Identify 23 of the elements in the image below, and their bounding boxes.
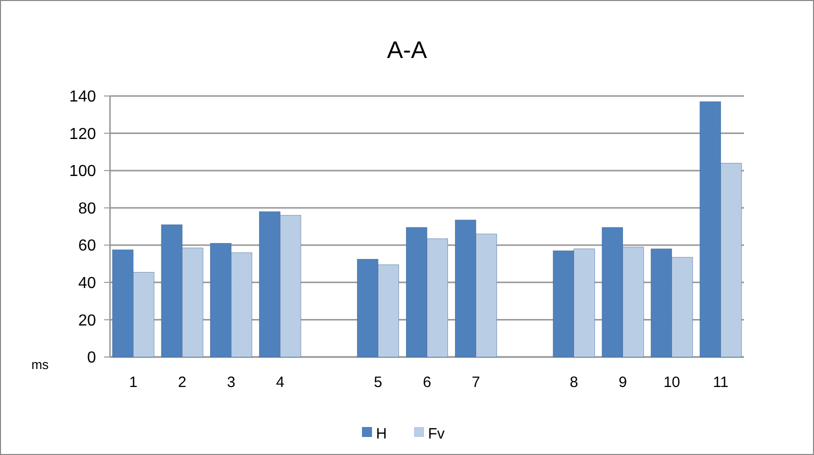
y-tick-label: 140 <box>69 88 96 106</box>
legend-label: H <box>376 425 387 442</box>
x-tick-label: 11 <box>712 374 729 391</box>
y-tick-label: 40 <box>78 275 96 292</box>
x-tick-label: 2 <box>178 374 186 391</box>
x-tick-label: 8 <box>570 374 578 391</box>
y-tick-label: 120 <box>69 126 96 143</box>
x-tick-label: 10 <box>663 374 680 391</box>
x-tick-label: 5 <box>374 374 382 391</box>
chart-title: A-A <box>386 37 428 64</box>
y-axis-title: ms <box>31 357 50 372</box>
x-tick-label: 6 <box>422 374 432 391</box>
x-tick-label: 7 <box>472 374 480 391</box>
y-tick-label: 100 <box>69 163 96 180</box>
legend-label: Fv <box>428 425 446 442</box>
y-tick-label: 60 <box>78 238 96 255</box>
x-tick-label: 3 <box>227 374 236 391</box>
x-tick-label: 1 <box>129 374 138 391</box>
x-tick-label: 4 <box>276 374 284 391</box>
y-tick-label: 20 <box>78 312 96 330</box>
y-tick-label: 0 <box>87 350 96 367</box>
x-tick-label: 9 <box>618 374 627 391</box>
y-tick-label: 80 <box>78 200 96 218</box>
